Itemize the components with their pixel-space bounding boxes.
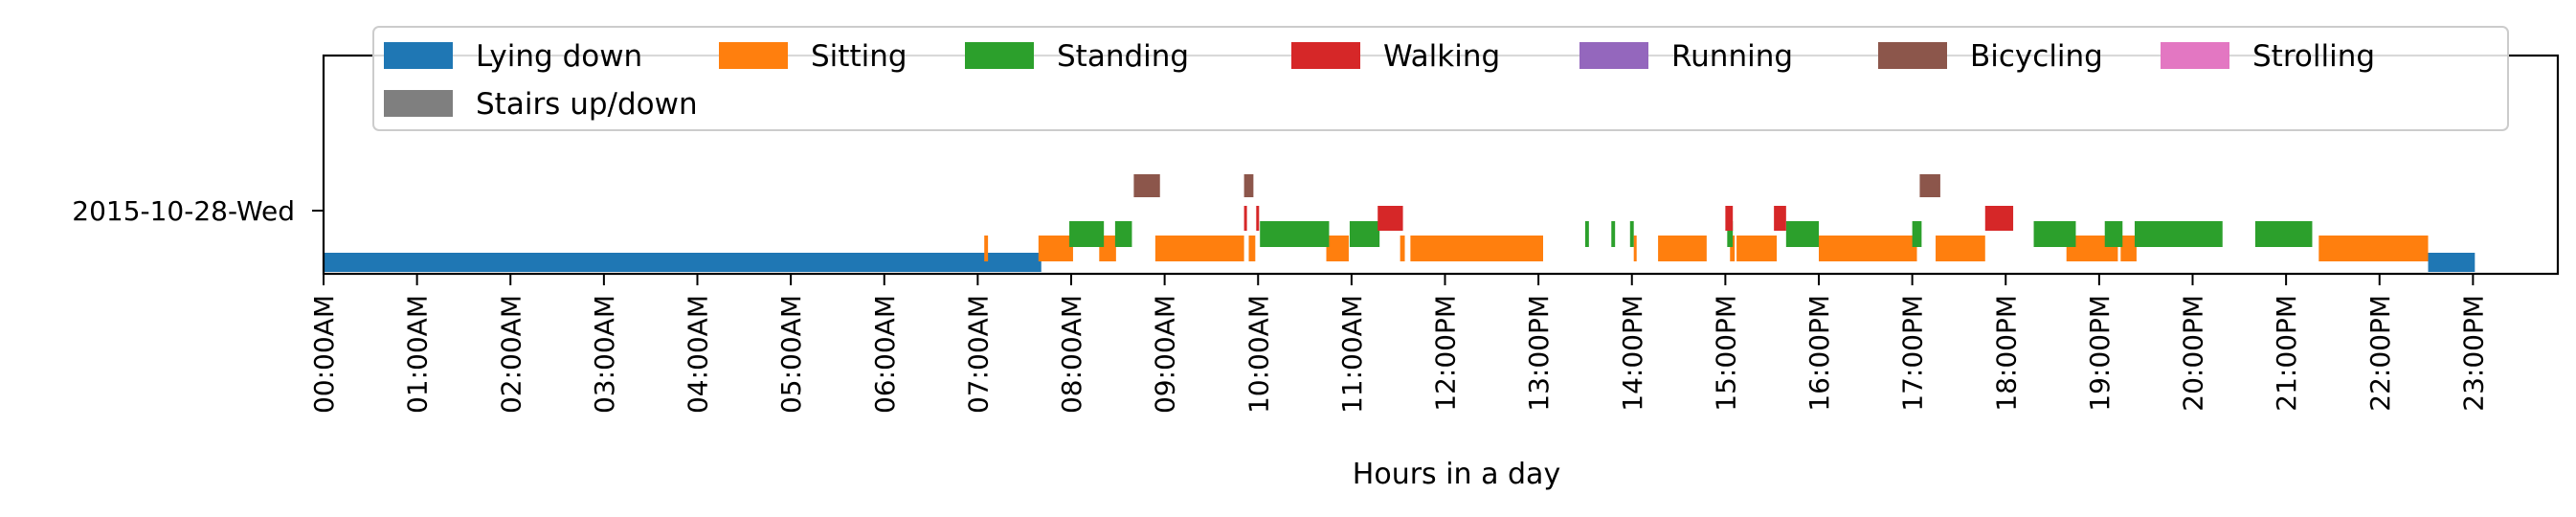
x-tick-label-11: 11:00AM [1336, 295, 1368, 414]
bar-standing-12 [2134, 221, 2223, 247]
bar-sitting-15 [2120, 236, 2137, 261]
x-tick-label-15: 15:00PM [1710, 295, 1741, 412]
bar-lying-down-0 [324, 253, 1042, 272]
bar-sitting-10 [1730, 236, 1736, 261]
x-tick-label-16: 16:00PM [1803, 295, 1835, 412]
legend-label-strolling: Strolling [2252, 39, 2375, 74]
x-tick-label-17: 17:00PM [1897, 295, 1929, 412]
legend-label-bicycling: Bicycling [1970, 39, 2103, 74]
bar-standing-6 [1629, 221, 1634, 247]
legend-frame [372, 26, 2509, 131]
bar-standing-11 [2104, 221, 2123, 247]
bar-sitting-3 [1154, 236, 1244, 261]
bar-walking-3 [1725, 206, 1734, 231]
x-tick-label-18: 18:00PM [1990, 295, 2022, 412]
x-axis-label: Hours in a day [1353, 458, 1560, 491]
x-tick-label-19: 19:00PM [2084, 295, 2116, 412]
x-tick-label-10: 10:00AM [1243, 295, 1274, 414]
legend-swatch-stairs-up-down [384, 90, 453, 117]
x-tick-label-20: 20:00PM [2178, 295, 2209, 412]
x-tick-label-4: 04:00AM [683, 295, 714, 414]
bar-bicycling-1 [1243, 174, 1254, 197]
bar-walking-2 [1378, 206, 1403, 231]
y-axis-ticks: 2015-10-28-Wed [72, 195, 324, 227]
legend-label-walking: Walking [1383, 39, 1500, 74]
bar-standing-2 [1260, 221, 1330, 247]
bar-sitting-13 [1936, 236, 1985, 261]
bar-lying-down-1 [2428, 253, 2475, 272]
x-tick-label-8: 08:00AM [1056, 295, 1087, 414]
bar-standing-9 [1912, 221, 1922, 247]
bar-standing-3 [1349, 221, 1380, 247]
x-tick-label-13: 13:00PM [1523, 295, 1555, 412]
bar-sitting-1 [1038, 236, 1073, 261]
bar-sitting-0 [984, 236, 989, 261]
x-axis-ticks: 00:00AM 01:00AM 02:00AM 03:00AM 04:00AM 05:00… [308, 274, 2489, 414]
bar-standing-1 [1114, 221, 1132, 247]
x-tick-label-6: 06:00AM [869, 295, 901, 414]
bar-sitting-7 [1410, 236, 1544, 261]
x-tick-label-21: 21:00PM [2271, 295, 2302, 412]
bar-walking-1 [1256, 206, 1260, 231]
x-tick-label-0: 00:00AM [308, 295, 340, 414]
legend-label-sitting: Sitting [811, 39, 907, 74]
legend-swatch-sitting [719, 42, 788, 69]
x-tick-label-3: 03:00AM [589, 295, 620, 414]
legend-swatch-running [1579, 42, 1648, 69]
legend-swatch-bicycling [1878, 42, 1947, 69]
legend: Lying down Sitting Standing Walking Running B… [372, 26, 2509, 131]
x-tick-label-7: 07:00AM [962, 295, 994, 414]
legend-label-standing: Standing [1057, 39, 1189, 74]
bar-standing-0 [1069, 221, 1105, 247]
x-tick-label-1: 01:00AM [402, 295, 434, 414]
x-tick-label-23: 23:00PM [2457, 295, 2489, 412]
bar-bicycling-2 [1919, 174, 1940, 197]
x-tick-label-2: 02:00AM [495, 295, 526, 414]
bar-standing-5 [1611, 221, 1616, 247]
bar-walking-0 [1243, 206, 1247, 231]
bar-walking-5 [1984, 206, 2014, 231]
legend-swatch-strolling [2161, 42, 2229, 69]
bar-standing-10 [2033, 221, 2076, 247]
bar-standing-8 [1785, 221, 1819, 247]
legend-swatch-standing [965, 42, 1034, 69]
bar-sitting-11 [1736, 236, 1778, 261]
x-tick-label-12: 12:00PM [1430, 295, 1462, 412]
bar-sitting-4 [1248, 236, 1256, 261]
legend-label-stairs-up-down: Stairs up/down [476, 87, 698, 122]
legend-label-running: Running [1671, 39, 1793, 74]
bar-sitting-16 [2318, 236, 2429, 261]
bar-standing-7 [1727, 221, 1734, 247]
x-tick-label-9: 09:00AM [1150, 295, 1181, 414]
x-tick-label-5: 05:00AM [775, 295, 807, 414]
bar-sitting-9 [1658, 236, 1707, 261]
bar-sitting-8 [1633, 236, 1637, 261]
x-tick-label-22: 22:00PM [2364, 295, 2396, 412]
legend-swatch-walking [1291, 42, 1360, 69]
bar-sitting-5 [1326, 236, 1349, 261]
x-tick-label-14: 14:00PM [1617, 295, 1648, 412]
bar-walking-4 [1774, 206, 1786, 231]
activity-bars [324, 174, 2475, 272]
bar-standing-4 [1584, 221, 1589, 247]
y-tick-label-0: 2015-10-28-Wed [72, 195, 295, 227]
bar-sitting-12 [1819, 236, 1917, 261]
legend-swatch-lying-down [384, 42, 453, 69]
bar-standing-13 [2254, 221, 2313, 247]
legend-label-lying-down: Lying down [476, 39, 642, 74]
bar-sitting-6 [1400, 236, 1405, 261]
bar-bicycling-0 [1133, 174, 1160, 197]
